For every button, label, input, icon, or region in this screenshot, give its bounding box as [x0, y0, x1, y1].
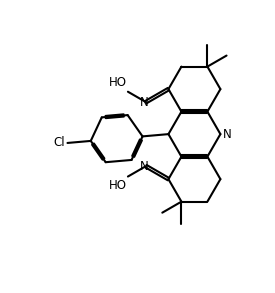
Text: N: N: [223, 128, 232, 141]
Text: N: N: [140, 160, 149, 173]
Text: Cl: Cl: [54, 137, 65, 149]
Text: N: N: [140, 96, 149, 109]
Text: HO: HO: [109, 179, 127, 192]
Text: HO: HO: [109, 76, 127, 89]
